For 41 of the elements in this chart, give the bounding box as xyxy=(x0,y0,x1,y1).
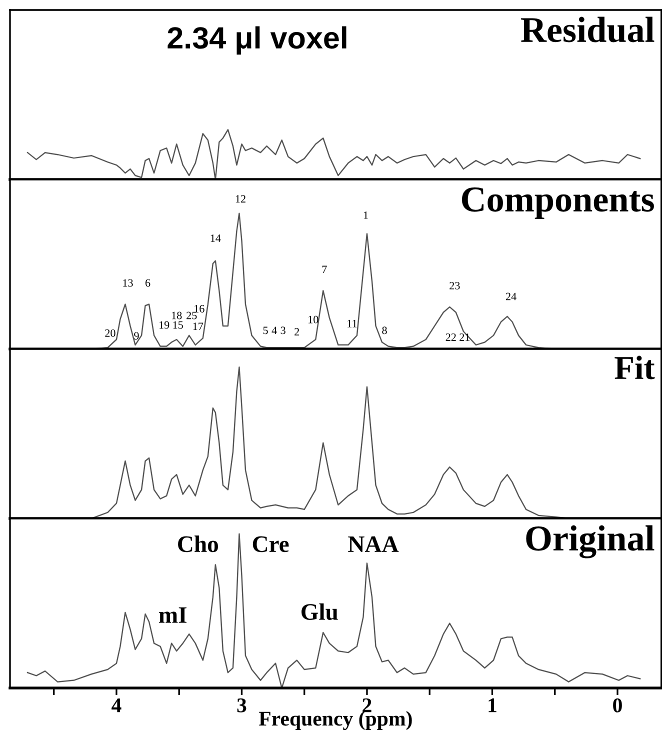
text: 12 xyxy=(236,195,246,203)
text: 2.34 μl voxel xyxy=(168,26,346,55)
annotation: 4 xyxy=(272,326,277,334)
annotation: 15 xyxy=(173,321,183,329)
annotation: 8 xyxy=(382,326,387,334)
annotation: 17 xyxy=(193,322,204,330)
annotation: 11 xyxy=(348,320,357,328)
annotation: 13 xyxy=(123,279,133,287)
annotation: 24 xyxy=(506,292,516,300)
annotation: 14 xyxy=(210,234,221,242)
annotation: 1 xyxy=(364,211,368,219)
annotation: NAA xyxy=(348,536,399,552)
annotation: Cho xyxy=(178,536,218,552)
annotation: 2 xyxy=(294,328,300,336)
annotation: 9 xyxy=(134,332,139,340)
x-tick-label: 3 xyxy=(237,698,246,712)
x-tick-label: 1 xyxy=(488,698,496,712)
annotation: Glu xyxy=(302,603,338,620)
x-tick-label: 0 xyxy=(613,698,622,712)
annotation: 25 xyxy=(186,312,197,320)
chart-title: Residual xyxy=(520,16,654,42)
annotation: 16 xyxy=(194,304,204,312)
annotation: mI xyxy=(159,607,186,623)
annotation: 6 xyxy=(145,279,150,287)
annotation: 10 xyxy=(308,316,318,324)
chart-title: Components xyxy=(462,187,654,220)
annotation: 5 xyxy=(263,326,268,334)
annotation: Cre xyxy=(252,536,289,552)
annotation: 18 xyxy=(172,312,182,320)
annotation: 3 xyxy=(280,326,286,334)
x-tick-label: 4 xyxy=(112,698,122,712)
annotation: 20 xyxy=(105,329,116,337)
x-tick-label: 2 xyxy=(362,698,372,712)
annotation: 19 xyxy=(159,321,170,329)
annotation: 21 xyxy=(460,333,470,341)
annotation: 22 xyxy=(446,333,456,341)
annotation: 23 xyxy=(450,282,460,290)
annotation: 7 xyxy=(322,266,327,274)
x-axis-title: Frequency (ppm) xyxy=(258,711,412,730)
chart-title: Original xyxy=(526,525,654,558)
chart-title: Fit xyxy=(614,356,655,380)
